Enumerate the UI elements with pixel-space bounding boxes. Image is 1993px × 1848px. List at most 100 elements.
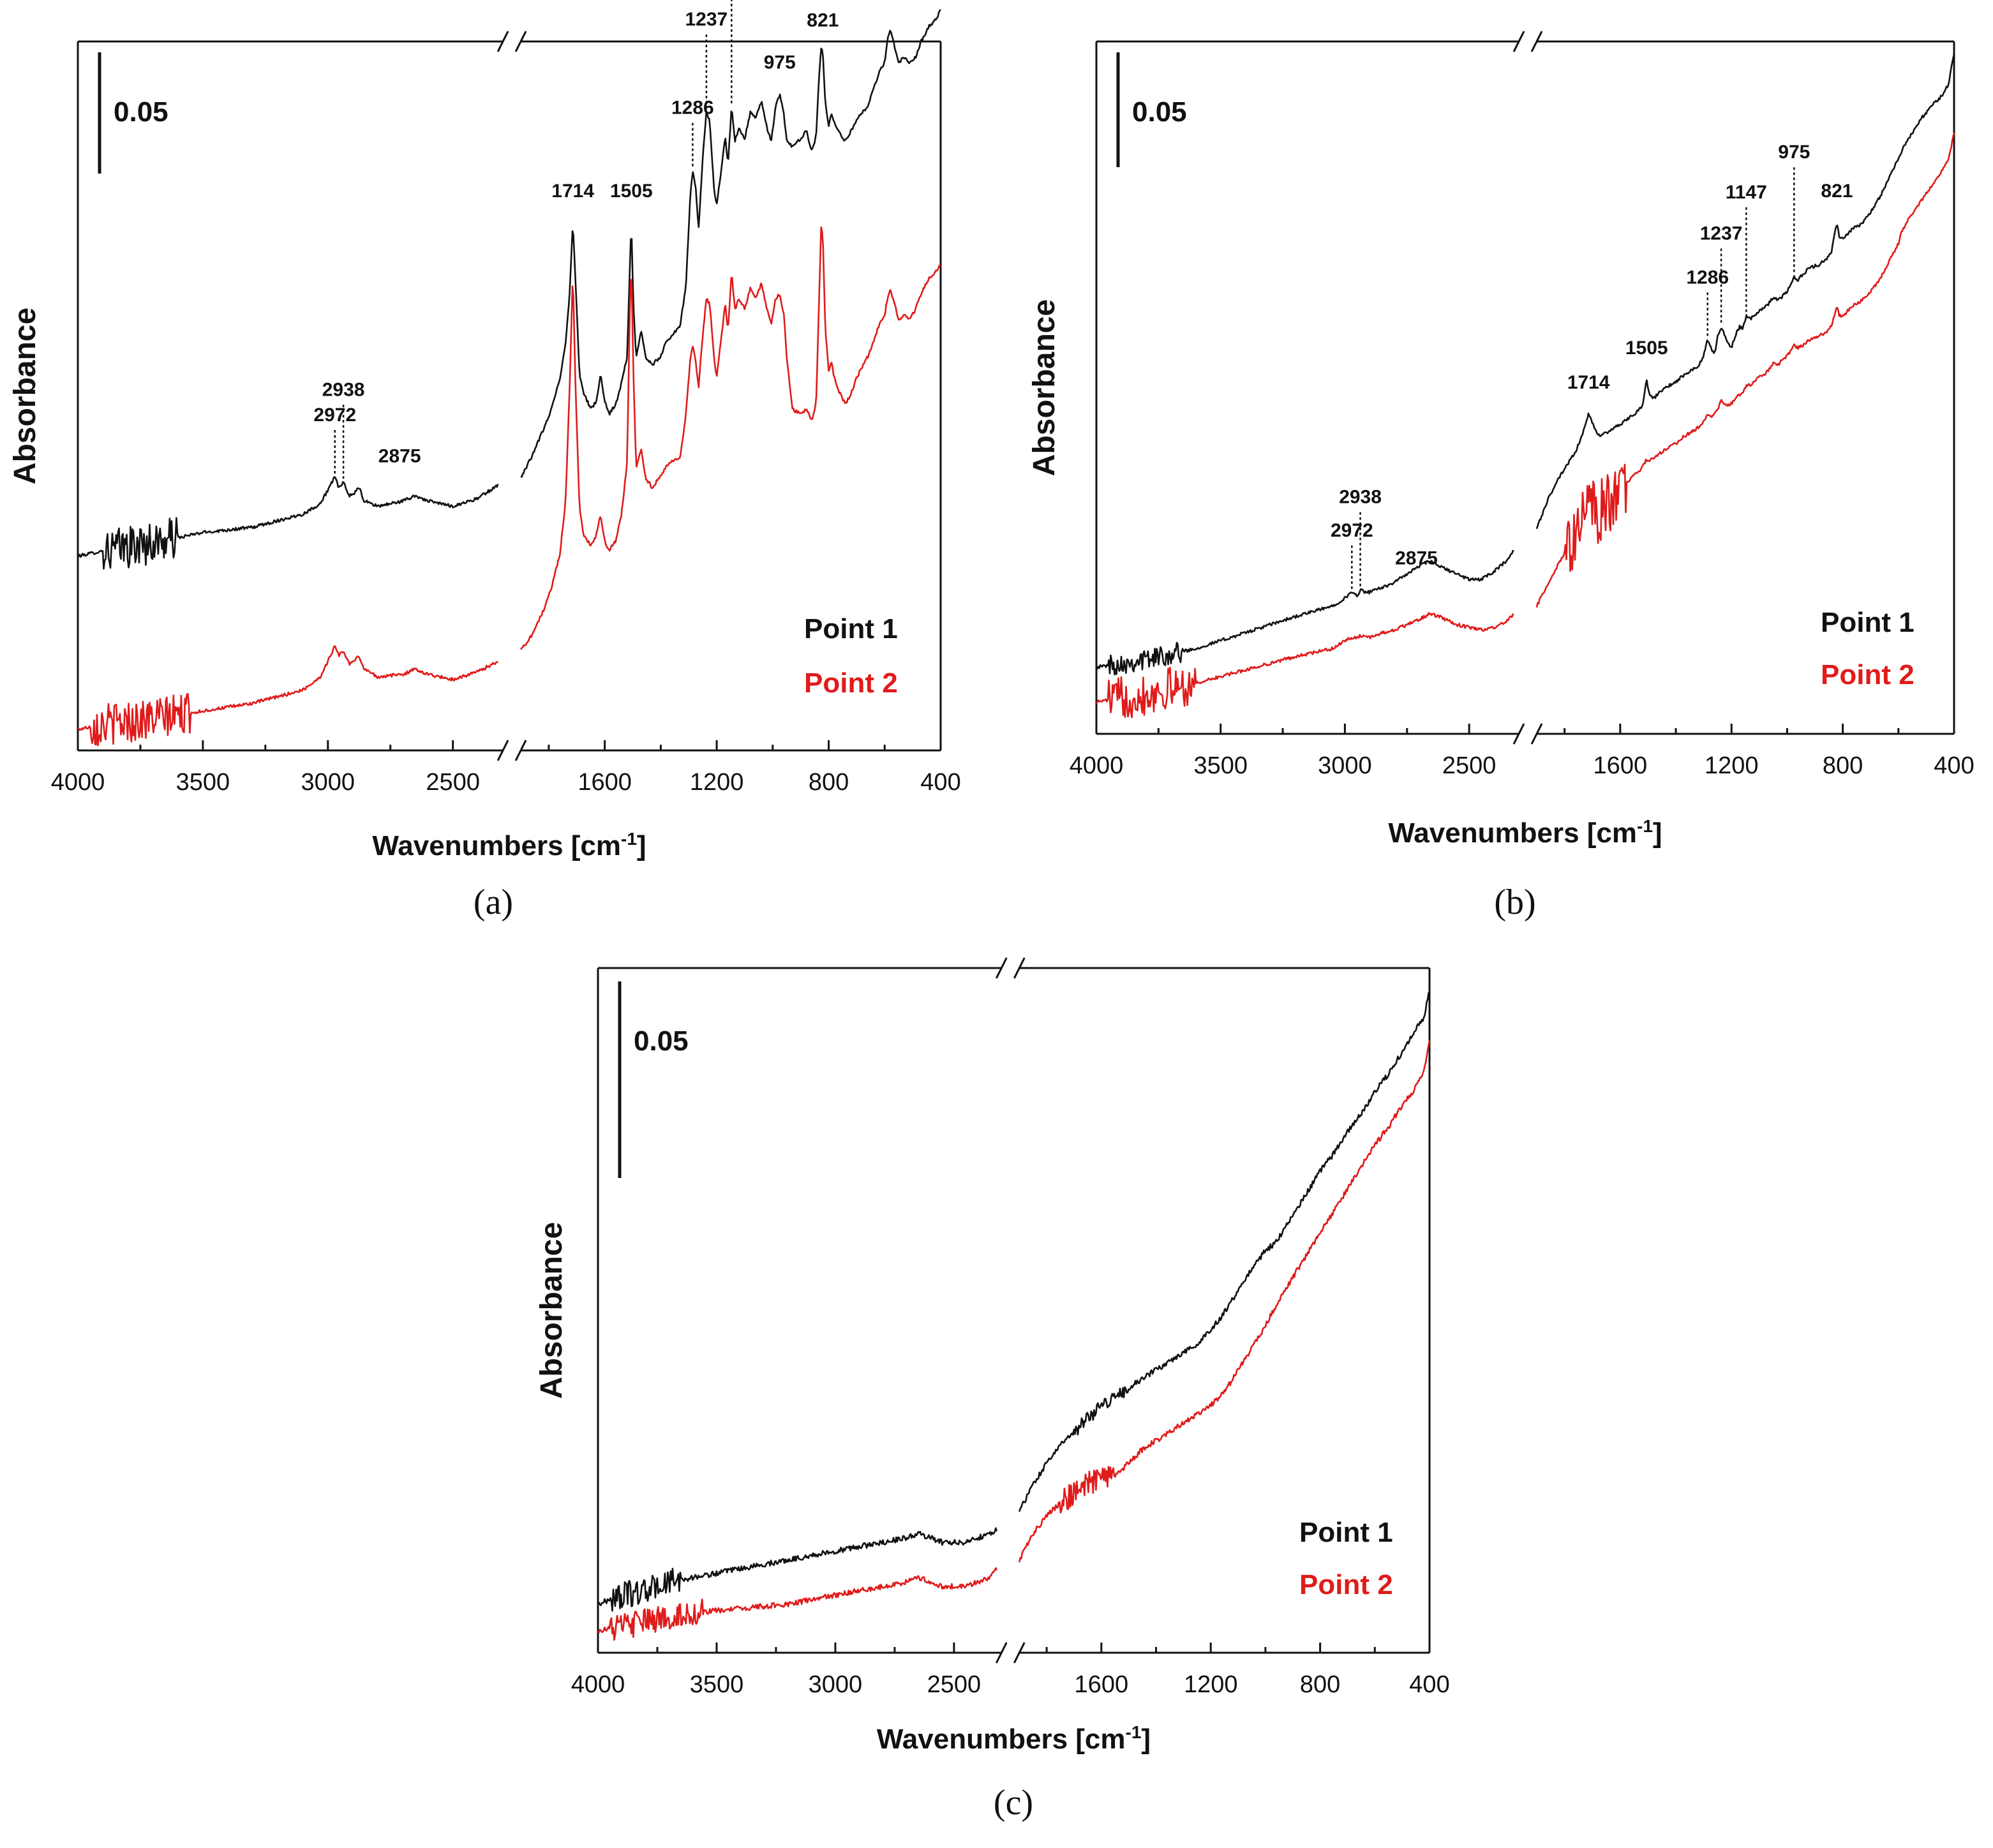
series-line-segment bbox=[77, 476, 499, 570]
peak-label-2875: 2875 bbox=[378, 446, 421, 467]
legend-point-1: Point 1 bbox=[1299, 1517, 1393, 1548]
axis-break-stroke bbox=[995, 957, 1008, 979]
plot-frame bbox=[597, 967, 1431, 1654]
x-axis-label: Wavenumbers [cm-1] bbox=[877, 1722, 1151, 1755]
x-tick-label: 1200 bbox=[1184, 1671, 1238, 1698]
legend-point-2: Point 2 bbox=[804, 667, 898, 699]
scale-bar: 0.05 bbox=[1116, 52, 1187, 167]
scale-bar-label: 0.05 bbox=[1132, 96, 1187, 128]
peak-label-1237: 1237 bbox=[1700, 223, 1743, 244]
x-axis-label-sup: -1 bbox=[1126, 1722, 1142, 1742]
axis-break-mark-top bbox=[496, 31, 527, 52]
x-tick-label: 4000 bbox=[51, 769, 105, 796]
peak-label-1714: 1714 bbox=[1567, 372, 1610, 393]
x-tick-label: 1200 bbox=[690, 769, 744, 796]
x-tick-label: 2500 bbox=[1442, 752, 1497, 779]
x-tick-label: 1600 bbox=[578, 769, 632, 796]
x-axis-label-sup: -1 bbox=[621, 829, 637, 849]
peak-label-2972: 2972 bbox=[313, 405, 356, 426]
x-tick-label: 4000 bbox=[1070, 752, 1124, 779]
chart-panel-b: 4000 3500 3000 2500 1600 1200 800 400 Wavenumber… bbox=[1027, 31, 1974, 849]
plot-frame bbox=[1095, 40, 1955, 735]
axis-break-stroke bbox=[1013, 1642, 1026, 1664]
x-axis-ticks: 4000 3500 3000 2500 1600 1200 800 400 bbox=[1070, 724, 1974, 779]
scale-bar: 0.05 bbox=[98, 52, 168, 174]
axis-break-mark-bottom bbox=[995, 1642, 1026, 1664]
peak-label-1505: 1505 bbox=[1625, 338, 1668, 359]
series-point-2 bbox=[77, 226, 941, 747]
peak-label-1286: 1286 bbox=[671, 98, 714, 119]
plot-frame bbox=[77, 40, 942, 752]
x-axis-label-sup: -1 bbox=[1637, 816, 1653, 836]
series-point-2 bbox=[1095, 132, 1955, 719]
peak-label-2875: 2875 bbox=[1395, 548, 1438, 569]
x-axis-label-end: ] bbox=[1653, 817, 1662, 849]
chart-panel-c: 4000 3500 3000 2500 1600 1200 800 400 Wavenumber… bbox=[535, 957, 1450, 1755]
axis-break-stroke bbox=[1013, 957, 1026, 979]
x-tick-label: 3000 bbox=[1318, 752, 1372, 779]
peak-label-2938: 2938 bbox=[322, 379, 365, 400]
legend: Point 1 Point 2 bbox=[804, 613, 898, 699]
x-tick-label: 800 bbox=[1823, 752, 1863, 779]
series-line-segment bbox=[1096, 549, 1514, 676]
series-point-1 bbox=[77, 9, 941, 570]
y-axis-label: Absorbance bbox=[535, 1222, 569, 1399]
x-tick-label: 4000 bbox=[571, 1671, 625, 1698]
peak-label-1714: 1714 bbox=[551, 181, 594, 202]
legend: Point 1 Point 2 bbox=[1821, 607, 1915, 690]
axis-break-stroke bbox=[514, 740, 527, 761]
x-tick-label: 3000 bbox=[301, 769, 355, 796]
x-axis-label-end: ] bbox=[1141, 1724, 1151, 1755]
legend-point-1: Point 1 bbox=[804, 613, 898, 645]
peak-label-975: 975 bbox=[764, 52, 796, 73]
x-axis-ticks: 4000 3500 3000 2500 1600 1200 800 400 bbox=[571, 1643, 1450, 1698]
scale-bar-label: 0.05 bbox=[114, 96, 168, 128]
peak-label-1505: 1505 bbox=[610, 181, 653, 202]
chart-panel-a: 4000 3500 3000 2500 1600 1200 800 400 Wavenumber… bbox=[8, 0, 961, 861]
series-line-segment bbox=[1535, 54, 1955, 530]
legend: Point 1 Point 2 bbox=[1299, 1517, 1393, 1600]
x-tick-label: 3500 bbox=[690, 1671, 744, 1698]
series-line-segment bbox=[1019, 990, 1431, 1512]
x-axis-label-main: Wavenumbers [cm bbox=[372, 830, 621, 861]
x-tick-label: 1600 bbox=[1594, 752, 1648, 779]
peak-label-975: 975 bbox=[1778, 142, 1810, 163]
x-tick-label: 1200 bbox=[1705, 752, 1759, 779]
series-line-segment bbox=[597, 1527, 998, 1612]
x-tick-label: 1600 bbox=[1075, 1671, 1129, 1698]
x-axis-label: Wavenumbers [cm-1] bbox=[1388, 816, 1662, 849]
series-line-segment bbox=[1535, 132, 1955, 608]
axis-break-stroke bbox=[514, 31, 527, 52]
x-axis-ticks: 4000 3500 3000 2500 1600 1200 800 400 bbox=[51, 740, 961, 796]
peak-label-821: 821 bbox=[807, 10, 839, 31]
x-tick-label: 2500 bbox=[426, 769, 480, 796]
peak-label-1286: 1286 bbox=[1686, 267, 1729, 288]
series-line-segment bbox=[77, 645, 498, 747]
axis-break-stroke bbox=[496, 740, 509, 761]
peak-label-821: 821 bbox=[1821, 181, 1853, 202]
series-point-2 bbox=[597, 1040, 1431, 1641]
axis-break-stroke bbox=[1530, 723, 1543, 745]
x-tick-label: 800 bbox=[1300, 1671, 1340, 1698]
legend-point-2: Point 2 bbox=[1299, 1569, 1393, 1600]
y-axis-label: Absorbance bbox=[8, 308, 42, 484]
x-tick-label: 400 bbox=[920, 769, 960, 796]
axis-break-stroke bbox=[1512, 31, 1525, 52]
axis-break-mark-bottom bbox=[496, 740, 527, 761]
x-tick-label: 400 bbox=[1934, 752, 1974, 779]
x-tick-label: 3500 bbox=[176, 769, 230, 796]
peak-label-2938: 2938 bbox=[1339, 487, 1382, 508]
series-point-1 bbox=[1096, 54, 1955, 676]
peak-label-1147: 1147 bbox=[1726, 182, 1767, 203]
panel-label-c: (c) bbox=[994, 1783, 1033, 1822]
x-tick-label: 3500 bbox=[1193, 752, 1248, 779]
x-tick-label: 400 bbox=[1409, 1671, 1449, 1698]
series-line-segment bbox=[520, 9, 941, 478]
x-axis-label: Wavenumbers [cm-1] bbox=[372, 829, 646, 861]
x-axis-label-main: Wavenumbers [cm bbox=[877, 1724, 1126, 1755]
axis-break-mark-bottom bbox=[1512, 723, 1543, 745]
panel-label-b: (b) bbox=[1494, 883, 1535, 922]
x-axis-label-main: Wavenumbers [cm bbox=[1388, 817, 1637, 849]
